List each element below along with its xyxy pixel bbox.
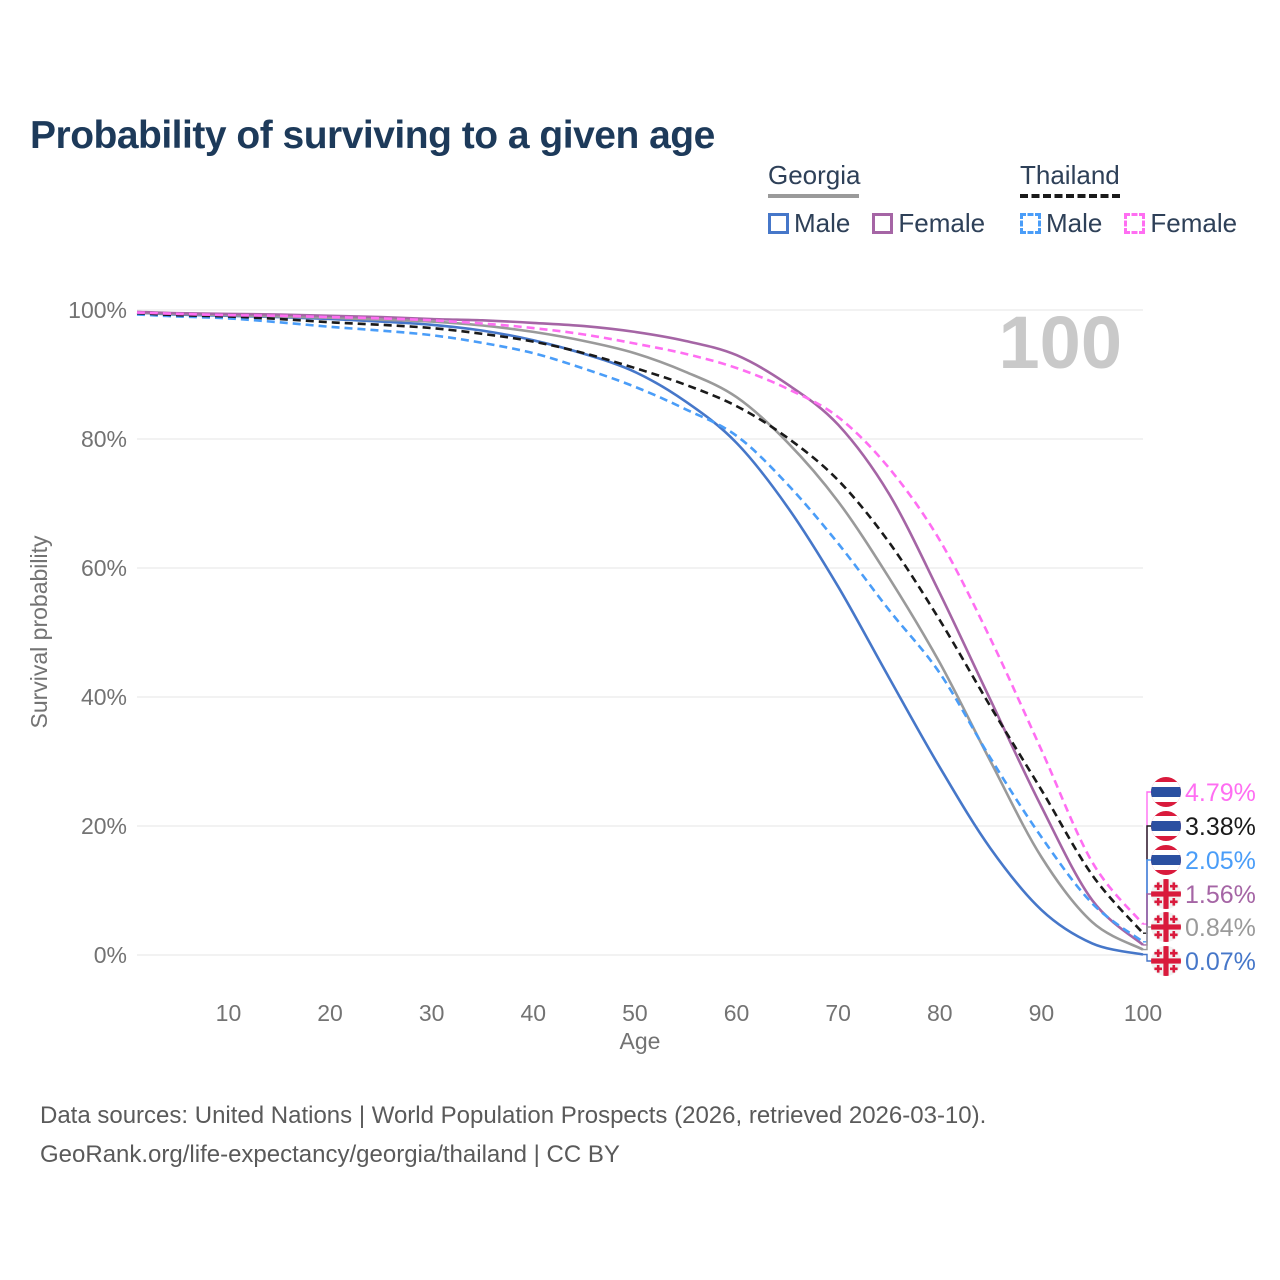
end-value-label: 3.38%: [1185, 813, 1256, 841]
curve-thailand-male: [136, 313, 1144, 943]
legend-item-georgia-female[interactable]: Female: [872, 208, 985, 239]
legend-label-thailand-female: Female: [1150, 208, 1238, 238]
end-value-label: 4.79%: [1185, 779, 1256, 807]
end-label-georgia-both: 0.84%: [1143, 912, 1256, 951]
y-tick-label: 0%: [94, 942, 127, 968]
curve-georgia-male: [136, 311, 1144, 956]
x-tick-label: 40: [521, 1000, 547, 1026]
page-title: Probability of surviving to a given age: [30, 114, 715, 158]
x-tick-label: 30: [419, 1000, 445, 1026]
legend-label-georgia-female: Female: [898, 208, 986, 238]
y-tick-label: 40%: [81, 684, 127, 710]
end-label-georgia-female: 1.56%: [1143, 879, 1256, 946]
footer-note: Data sources: United Nations | World Pop…: [40, 1096, 986, 1174]
end-value-label: 0.84%: [1185, 914, 1256, 942]
thailand-flag-icon: [1151, 777, 1181, 807]
end-label-connector: [1143, 926, 1151, 951]
end-value-label: 2.05%: [1185, 847, 1256, 875]
end-label-thailand-male: 2.05%: [1143, 845, 1256, 943]
end-label-georgia-male: 0.07%: [1143, 946, 1256, 976]
x-tick-label: 70: [825, 1000, 851, 1026]
thailand-female-swatch-icon: [1124, 213, 1146, 234]
curve-georgia-both: [136, 311, 1144, 951]
legend-group-thailand: Thailand Male Female: [1020, 160, 1237, 239]
legend-group-georgia: Georgia Male Female: [768, 160, 985, 239]
end-label-connector: [1143, 953, 1151, 962]
data-sources-line: Data sources: United Nations | World Pop…: [40, 1102, 987, 1129]
legend-label-thailand-male: Male: [1046, 208, 1103, 238]
x-tick-label: 90: [1029, 1000, 1055, 1026]
x-tick-label: 10: [216, 1000, 242, 1026]
x-axis-title: Age: [620, 1028, 661, 1054]
source-url-line: GeoRank.org/life-expectancy/georgia/thai…: [40, 1141, 620, 1168]
end-label-thailand-female: 4.79%: [1143, 777, 1256, 925]
thailand-flag-icon: [1151, 845, 1181, 875]
age-watermark: 100: [999, 301, 1122, 384]
georgia-flag-icon: [1151, 879, 1181, 909]
thailand-flag-icon: [1151, 811, 1181, 841]
end-label-thailand-both: 3.38%: [1143, 811, 1256, 934]
georgia-female-swatch-icon: [872, 213, 894, 234]
x-tick-label: 50: [622, 1000, 648, 1026]
legend-thailand-title: Thailand: [1020, 160, 1120, 190]
georgia-male-swatch-icon: [768, 213, 789, 234]
legend-item-thailand-female[interactable]: Female: [1124, 208, 1237, 239]
y-tick-label: 60%: [81, 555, 127, 581]
end-label-connector: [1143, 893, 1151, 946]
x-tick-label: 60: [724, 1000, 750, 1026]
x-tick-label: 20: [317, 1000, 343, 1026]
legend-georgia-title: Georgia: [768, 160, 861, 190]
thailand-dashed-line-icon: [1020, 194, 1120, 198]
georgia-flag-icon: [1151, 946, 1181, 976]
end-value-label: 1.56%: [1185, 881, 1256, 909]
y-tick-label: 20%: [81, 813, 127, 839]
thailand-male-swatch-icon: [1020, 213, 1041, 234]
legend-item-georgia-male[interactable]: Male: [768, 208, 850, 239]
y-tick-label: 80%: [81, 426, 127, 452]
legend-label-georgia-male: Male: [794, 208, 851, 238]
end-value-label: 0.07%: [1185, 948, 1256, 976]
x-tick-label: 80: [927, 1000, 953, 1026]
x-tick-label: 100: [1124, 1000, 1162, 1026]
curve-thailand-both: [136, 311, 1144, 935]
curve-thailand-female: [136, 311, 1145, 925]
y-axis-title: Survival probability: [26, 535, 52, 729]
y-tick-label: 100%: [68, 297, 127, 323]
georgia-solid-line-icon: [768, 194, 859, 198]
georgia-flag-icon: [1151, 912, 1181, 942]
legend-item-thailand-male[interactable]: Male: [1020, 208, 1102, 239]
